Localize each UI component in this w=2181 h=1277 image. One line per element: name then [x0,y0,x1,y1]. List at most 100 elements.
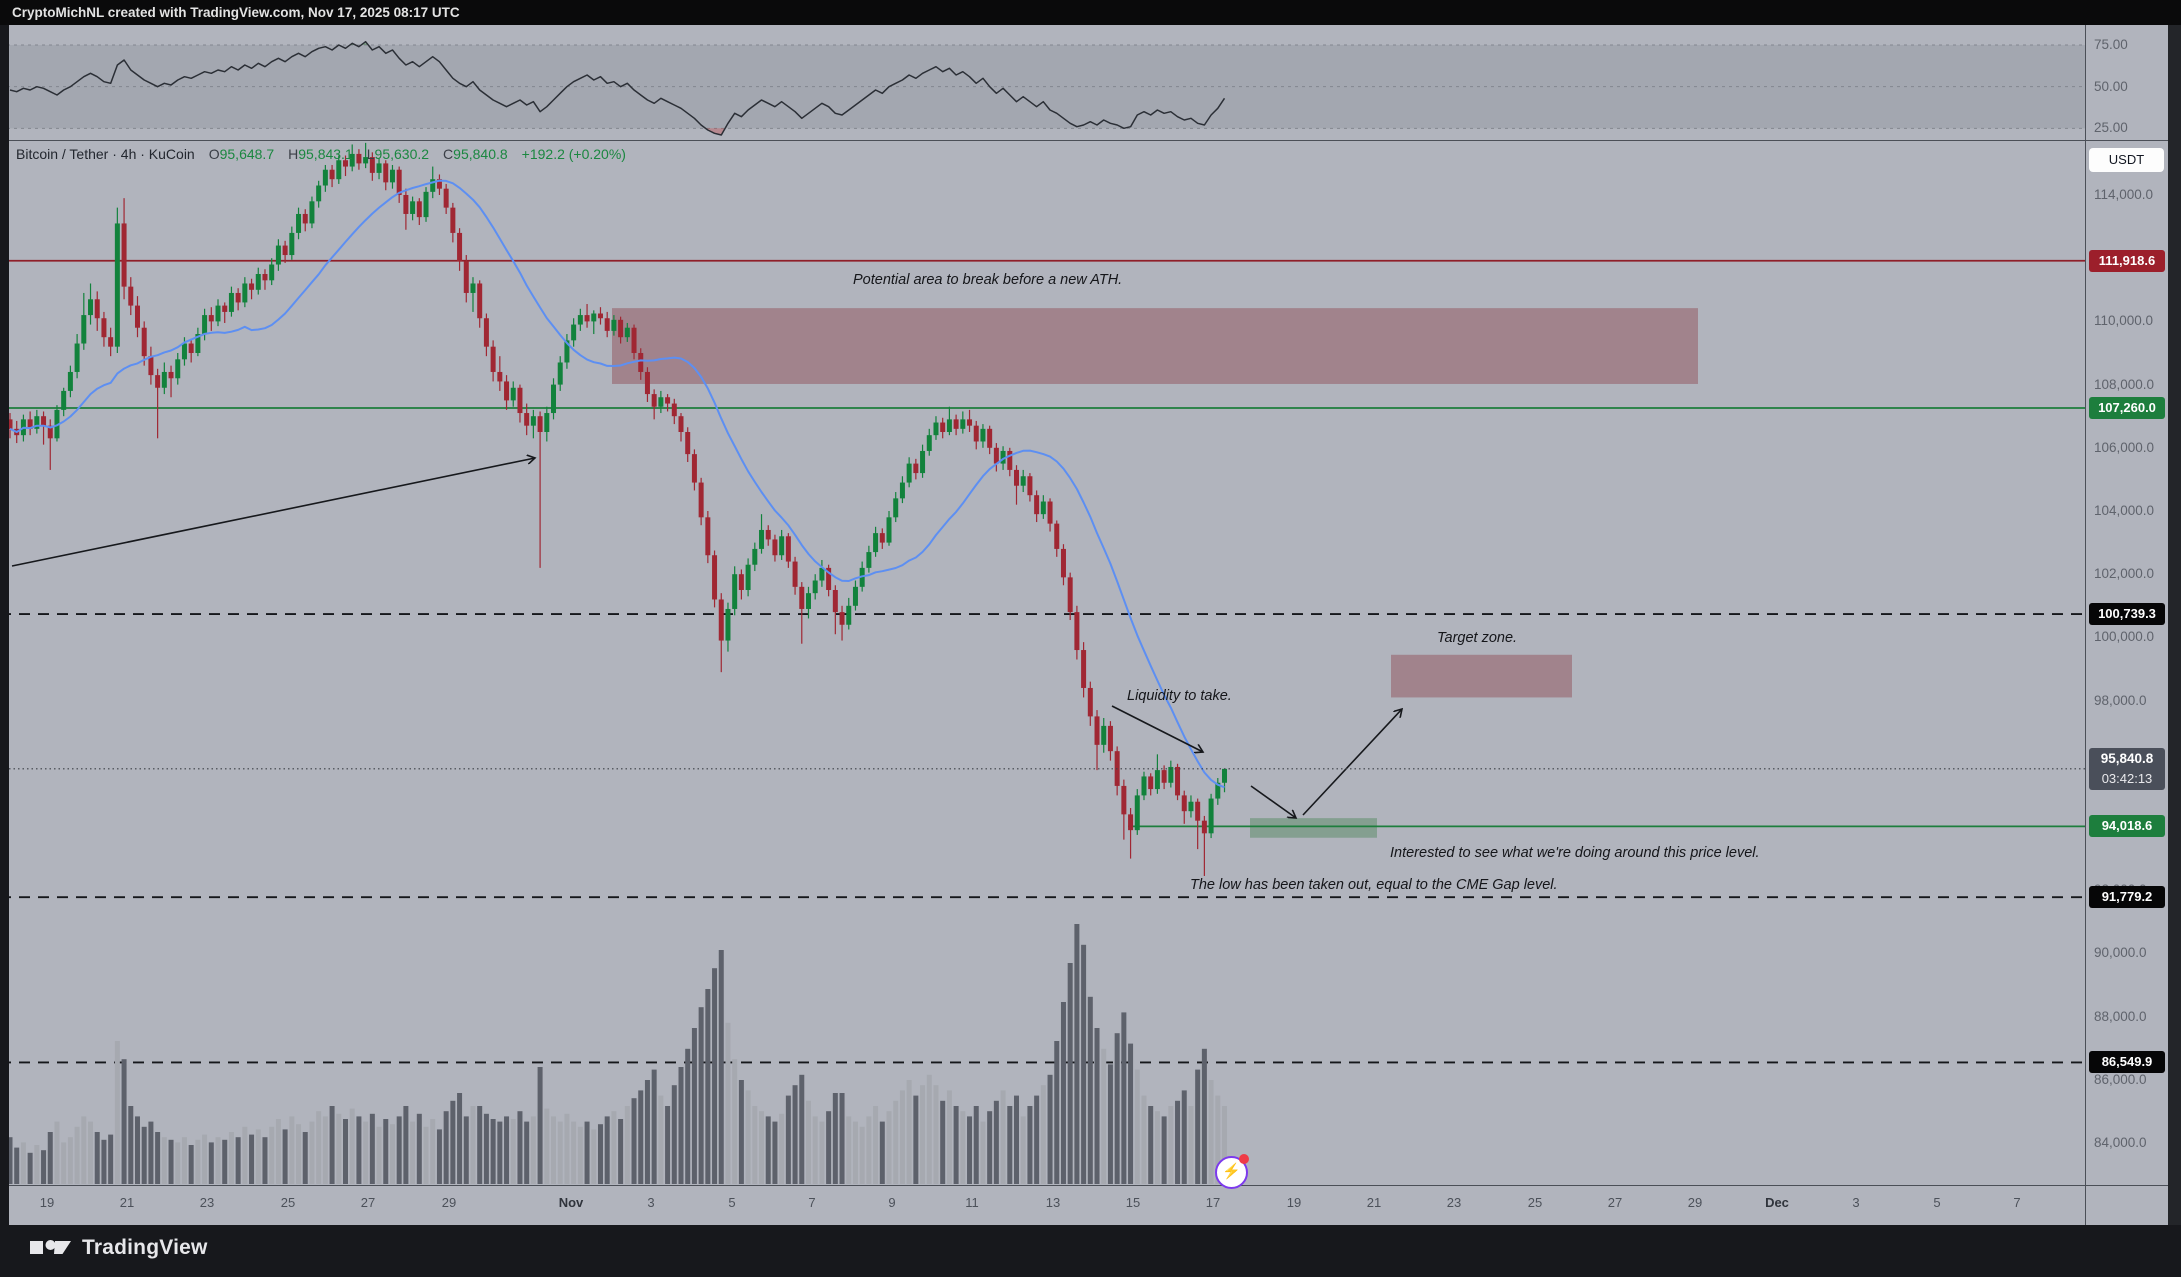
volume-bar [819,1121,825,1184]
candle-body [524,413,530,426]
candle-body [893,498,899,518]
candle-body [698,482,704,518]
annotation-potential-area[interactable]: Potential area to break before a new ATH… [853,272,1123,288]
candle-body [262,274,268,281]
candle-body [644,371,650,395]
candle-body [423,191,429,218]
candle-body [1215,782,1221,799]
candle-body [510,387,516,401]
annotation-price-level[interactable]: Interested to see what we're doing aroun… [1390,845,1760,861]
price-level-label: 86,549.9 [2089,1051,2165,1074]
zone-support-green [1250,818,1377,838]
candle-body [1020,476,1026,486]
volume-bar [61,1142,67,1184]
volume-bar [738,1080,744,1184]
time-tick-label: 25 [280,1195,296,1210]
volume-bar [20,1142,26,1184]
volume-bar [1175,1100,1181,1184]
candle-body [873,533,879,553]
volume-bar [463,1116,469,1184]
time-tick-label: 13 [1045,1195,1061,1210]
volume-bar [551,1116,557,1184]
volume-bar [946,1090,952,1184]
currency-toggle-button[interactable]: USDT [2089,148,2164,172]
time-tick-label: 29 [441,1195,457,1210]
rsi-line [9,40,1226,136]
candle-body [551,384,557,414]
candle-body [584,315,590,322]
time-tick-label: 5 [1933,1195,1941,1210]
candle-body [685,432,691,455]
volume-bar [604,1116,610,1184]
candle-body [1000,450,1006,464]
candle-body [504,381,510,401]
candle-body [1107,725,1113,752]
volume-bar [7,1137,13,1184]
volume-bar [343,1119,348,1184]
volume-bar [282,1129,288,1184]
price-axis[interactable]: USDT 114,000.0112,000.0110,000.0108,000.… [2086,25,2168,1225]
volume-bar [591,1129,597,1184]
annotation-liquidity[interactable]: Liquidity to take. [1127,688,1232,704]
candle-body [597,313,603,319]
time-tick-label: 29 [1687,1195,1703,1210]
candle-body [705,517,711,556]
tradingview-logo-icon [30,1240,71,1254]
price-level-label: 100,739.3 [2089,603,2165,626]
candle-body [1027,476,1033,496]
candle-body [363,157,369,164]
volume-bar [329,1106,335,1184]
volume-bar [913,1095,919,1184]
time-tick-label: 27 [360,1195,376,1210]
candle-body [403,195,409,214]
candle-body [450,207,456,233]
volume-bar [222,1139,228,1184]
volume-bar [1007,1106,1013,1184]
volume-bar [732,1059,738,1184]
symbol-legend[interactable]: Bitcoin / Tether · 4h · KuCoin O95,648.7… [16,146,626,162]
ohlc-close: C95,840.8 [443,146,508,162]
volume-bar [1128,1043,1134,1184]
candle-body [712,555,718,600]
candle-body [1034,495,1040,515]
symbol-title: Bitcoin / Tether · 4h · KuCoin [16,146,195,162]
pane-separator[interactable] [0,140,2168,141]
candle-body [74,343,80,372]
candle-body [477,283,483,319]
candle-body [275,245,281,265]
bounce-arrow [1302,709,1402,816]
candle-body [960,419,966,429]
volume-bar [235,1137,241,1184]
zone-target [1391,654,1572,698]
volume-bar [403,1106,409,1184]
volume-bar [718,950,724,1184]
time-axis[interactable]: 19 21 23 25 27 29 Nov 3 5 7 9 11 13 15 17 19 21 23 25 27 29 D… [0,1186,2085,1225]
annotation-target-zone[interactable]: Target zone. [1437,630,1518,646]
volume-bar [839,1093,845,1184]
volume-bar [759,1111,765,1184]
candle-body [577,315,583,325]
volume-bar [477,1106,483,1184]
candle-body [54,409,60,439]
candle-body [973,425,979,442]
candle-body [1154,770,1160,790]
volume-bar [457,1093,463,1184]
change-value: +192.2 (+0.20%) [521,146,626,162]
annotation-cme-gap[interactable]: The low has been taken out, equal to the… [1190,877,1558,893]
candle-body [249,283,255,290]
candle-body [1101,725,1107,745]
volume-bar [1188,1106,1194,1184]
candle-body [1188,801,1194,812]
volume-bar [1181,1090,1187,1184]
tradingview-logo[interactable]: TradingView [30,1236,208,1260]
candle-body [1014,469,1019,486]
streak-lightning-badge[interactable]: ⚡ [1215,1154,1249,1189]
candle-body [1040,501,1046,515]
volume-bar [1134,1069,1140,1184]
candle-body [208,315,214,322]
candle-body [61,390,67,410]
volume-bar [510,1119,516,1184]
candle-body [296,213,302,233]
time-tick-label: 23 [1446,1195,1462,1210]
